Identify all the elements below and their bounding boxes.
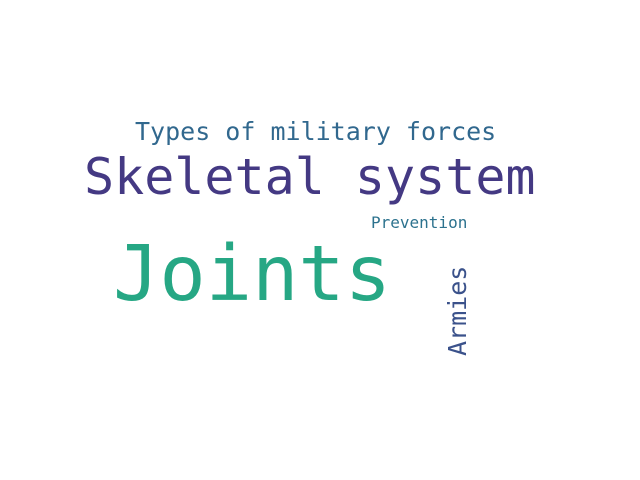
word-prevention: Prevention <box>371 213 468 232</box>
word-armies: Armies <box>443 265 472 356</box>
word-types-of-military-forces: Types of military forces <box>135 117 497 146</box>
word-joints: Joints <box>113 230 392 319</box>
word-skeletal-system: Skeletal system <box>84 148 536 206</box>
